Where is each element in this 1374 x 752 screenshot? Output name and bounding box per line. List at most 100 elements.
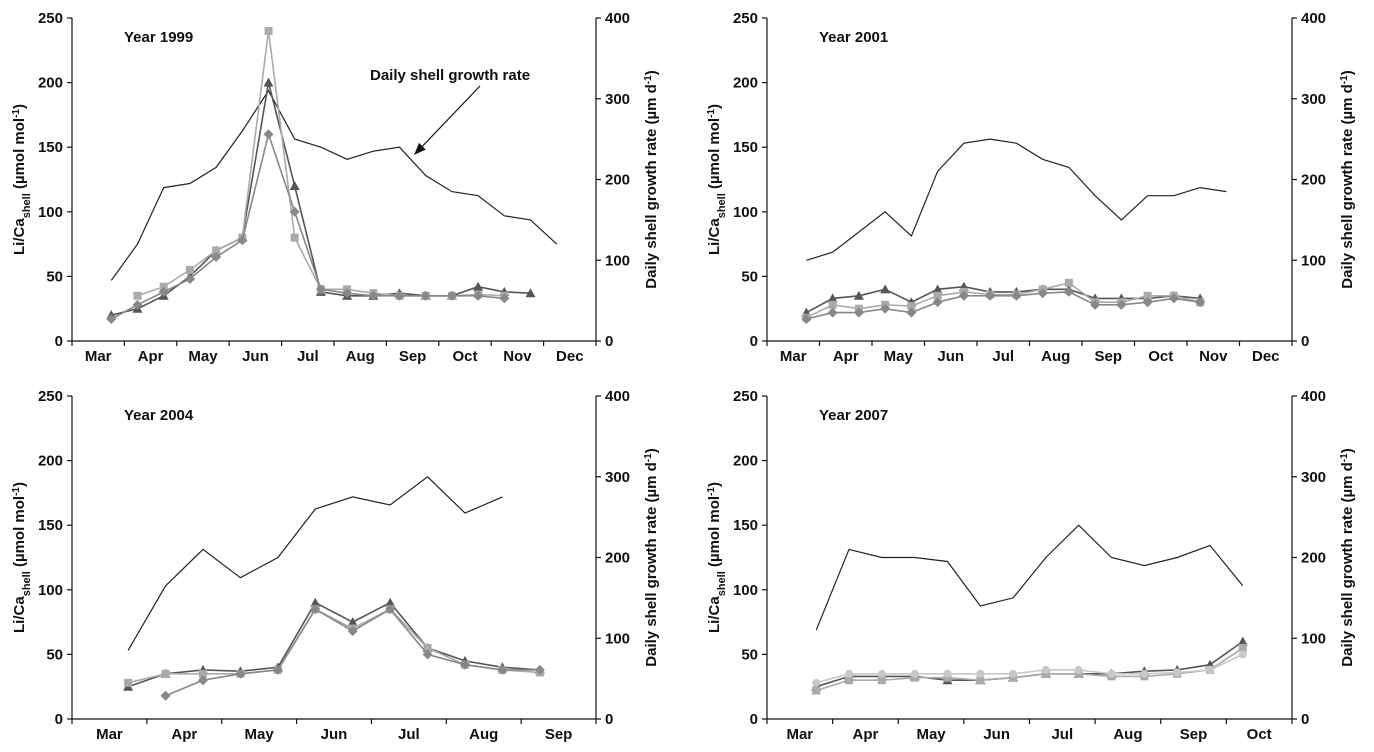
triangle-marker [880, 284, 891, 294]
y2-axis-label: Daily shell growth rate (µm d-1) [643, 70, 661, 288]
diamond-marker [132, 299, 143, 310]
y-tick-label: 150 [733, 139, 758, 156]
y-tick-label: 100 [733, 582, 758, 599]
y-axis-label-part: ) [11, 104, 28, 109]
y-axis-label-part: ) [706, 482, 723, 487]
diamond-marker [385, 604, 396, 615]
y2-axis-label-part: -1 [643, 75, 654, 84]
x-tick-label: Jun [937, 348, 964, 365]
circle-marker [976, 669, 985, 678]
diamond-marker [446, 290, 457, 301]
y-tick-label: 150 [38, 139, 63, 156]
diamond-marker [499, 293, 510, 304]
y-axis-label-part: -1 [11, 109, 22, 118]
y2-tick-label: 100 [605, 252, 630, 269]
diamond-marker [460, 659, 470, 670]
square-marker [264, 26, 273, 35]
y-axis-label-part: shell [21, 193, 33, 218]
diamond-marker [853, 307, 864, 318]
y-tick-label: 0 [750, 333, 758, 350]
square-marker [1064, 278, 1073, 287]
diamond-marker [906, 307, 917, 318]
y-axis-label: Li/Cashell (µmol mol-1) [11, 482, 34, 633]
y2-tick-label: 300 [605, 91, 630, 108]
panel-title: Year 2007 [819, 407, 888, 424]
x-tick-label: Mar [85, 348, 112, 365]
y-axis-label-part: shell [716, 571, 728, 596]
series-line [806, 282, 1201, 319]
y2-axis-label: Daily shell growth rate (µm d-1) [1339, 70, 1357, 288]
y2-tick-label: 100 [605, 630, 630, 647]
diamond-marker [235, 668, 246, 679]
square-marker [161, 669, 170, 678]
square-marker [159, 282, 168, 291]
y-axis-label-part: ) [706, 104, 723, 109]
diamond-marker [827, 307, 838, 318]
x-tick-label: Nov [1199, 348, 1228, 365]
diamond-marker [497, 664, 508, 675]
y-axis-label: Li/Cashell (µmol mol-1) [706, 104, 729, 255]
x-tick-label: Mar [96, 726, 123, 743]
y2-tick-label: 200 [605, 172, 630, 189]
x-tick-label: Sep [399, 348, 427, 365]
y-axis-label-part: (µmol mol [11, 496, 28, 571]
triangle-marker [525, 288, 536, 298]
growth-line [806, 138, 1227, 261]
x-tick-label: Dec [1252, 348, 1280, 365]
square-marker [1143, 291, 1152, 300]
diamond-marker [394, 290, 405, 301]
y-axis-label-part: (µmol mol [706, 496, 723, 571]
diamond-marker [237, 235, 248, 246]
triangle-marker [310, 597, 321, 607]
panel-title: Year 2001 [819, 29, 888, 46]
x-tick-label: Mar [786, 726, 813, 743]
y2-tick-label: 300 [1301, 91, 1326, 108]
y2-tick-label: 100 [1301, 630, 1326, 647]
diamond-marker [347, 626, 358, 637]
panel-title: Year 2004 [124, 407, 194, 424]
diamond-marker [932, 297, 943, 308]
y-axis-label: Li/Cashell (µmol mol-1) [11, 104, 34, 255]
growth-line [127, 476, 503, 651]
y-tick-label: 50 [46, 268, 63, 285]
circle-marker [1140, 669, 1149, 678]
diamond-marker [1195, 297, 1206, 308]
panel-title: Year 1999 [124, 29, 193, 46]
circle-marker [812, 678, 821, 687]
x-tick-label: Jun [983, 726, 1010, 743]
y-tick-label: 150 [733, 517, 758, 534]
triangle-marker [932, 284, 943, 294]
y-tick-label: 0 [55, 333, 63, 350]
y2-tick-label: 300 [1301, 469, 1326, 486]
x-tick-label: Sep [545, 726, 573, 743]
y-tick-label: 200 [733, 75, 758, 92]
y-tick-label: 200 [38, 75, 63, 92]
y2-tick-label: 0 [605, 711, 613, 728]
y-axis-label-part: shell [716, 193, 728, 218]
y-tick-label: 150 [38, 517, 63, 534]
y2-tick-label: 100 [1301, 252, 1326, 269]
y2-axis-label: Daily shell growth rate (µm d-1) [1339, 448, 1357, 666]
y-axis-label-part: -1 [706, 109, 717, 118]
x-tick-label: Jun [321, 726, 348, 743]
circle-marker [877, 669, 886, 678]
y2-axis-label: Daily shell growth rate (µm d-1) [643, 448, 661, 666]
diamond-marker [263, 129, 274, 140]
diamond-marker [534, 664, 545, 675]
circle-marker [1009, 669, 1018, 678]
series-line [806, 285, 1201, 314]
y2-axis-label-part: -1 [643, 453, 654, 462]
y-axis-label: Li/Cashell (µmol mol-1) [706, 482, 729, 633]
y2-axis-label-part: ) [1339, 70, 1356, 75]
diamond-marker [158, 286, 169, 297]
diamond-marker [184, 273, 195, 284]
y-tick-label: 0 [750, 711, 758, 728]
circle-marker [1041, 665, 1050, 674]
circle-marker [1173, 668, 1182, 677]
square-marker [423, 643, 432, 652]
diamond-marker [106, 314, 117, 325]
triangle-marker [263, 77, 274, 87]
circle-marker [910, 669, 919, 678]
y-tick-label: 250 [38, 10, 63, 27]
